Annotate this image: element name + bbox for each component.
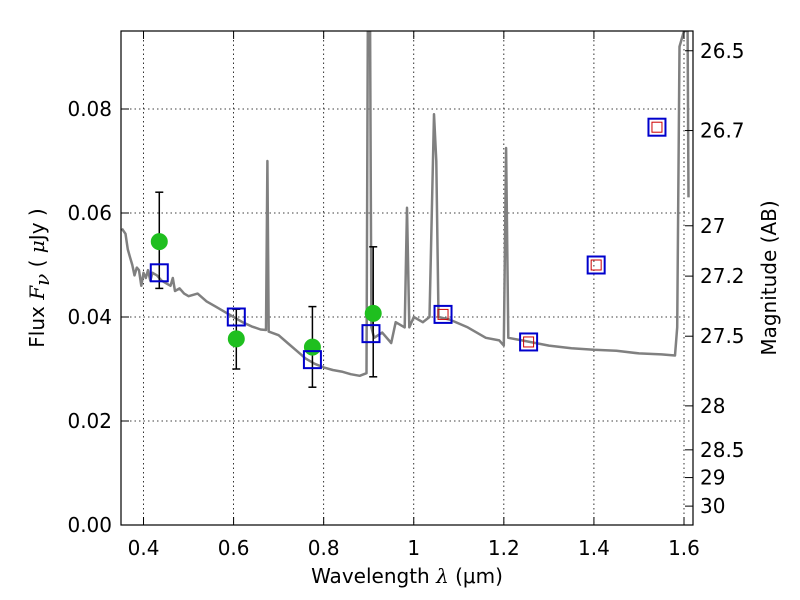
y2-tick-label: 27.2 [700, 264, 745, 288]
y2-tick-label: 30 [700, 494, 725, 518]
model-photometry-box [361, 324, 381, 344]
y2-tick-label: 28 [700, 394, 725, 418]
model-photometry-inner-box [437, 308, 449, 320]
model-photometry-box [647, 117, 667, 137]
y2-axis-title: Magnitude (AB) [757, 200, 781, 355]
plot-content [121, 31, 690, 388]
y2-axis: 26.5 26.7 27 27.2 27.5 28 28.5 29 30 [685, 39, 745, 518]
y2-tick-label: 27.5 [700, 324, 745, 348]
x-tick-label: 0.8 [308, 536, 340, 560]
x-axis-title: Wavelength λ (μm) [311, 564, 503, 588]
observed-point [150, 233, 168, 251]
y-tick-label: 0.04 [67, 305, 112, 329]
model-photometry-inner-box [523, 336, 535, 348]
model-spectrum [121, 31, 690, 378]
observed-photometry [150, 233, 382, 356]
y-tick-label: 0.02 [67, 409, 112, 433]
x-tick-label: 1 [407, 536, 420, 560]
model-photometry-box [302, 350, 322, 370]
y2-tick-label: 29 [700, 466, 725, 490]
x-axis: 0.4 0.6 0.8 1 1.2 1.4 1.6 [128, 31, 700, 560]
observed-point [364, 304, 382, 322]
model-photometry-box [226, 307, 246, 327]
model-photometry-box [433, 304, 453, 324]
y2-tick-label: 28.5 [700, 438, 745, 462]
y2-tick-label: 26.5 [700, 39, 745, 63]
plot-frame [120, 30, 694, 526]
x-tick-label: 1.2 [488, 536, 520, 560]
y-tick-label: 0.08 [67, 97, 112, 121]
model-photometry [149, 117, 667, 370]
y-axis-title: Flux Fν ( μJy ) [25, 208, 54, 347]
x-tick-label: 1.4 [578, 536, 610, 560]
model-photometry-box [149, 263, 169, 283]
x-tick-label: 0.6 [218, 536, 250, 560]
y2-tick-label: 26.7 [700, 119, 745, 143]
model-photometry-box [519, 332, 539, 352]
y2-tick-label: 27 [700, 214, 725, 238]
y-tick-label: 0.00 [67, 513, 112, 537]
observed-point [227, 330, 245, 348]
model-photometry-inner-box [651, 121, 663, 133]
y-axis: 0.00 0.02 0.04 0.06 0.08 [67, 97, 129, 537]
x-tick-label: 1.6 [668, 536, 700, 560]
observed-point [303, 338, 321, 356]
model-photometry-box [586, 255, 606, 275]
model-spectrum-line [121, 31, 690, 378]
model-photometry-inner-box [590, 259, 602, 271]
y-tick-label: 0.06 [67, 201, 112, 225]
x-tick-label: 0.4 [128, 536, 160, 560]
